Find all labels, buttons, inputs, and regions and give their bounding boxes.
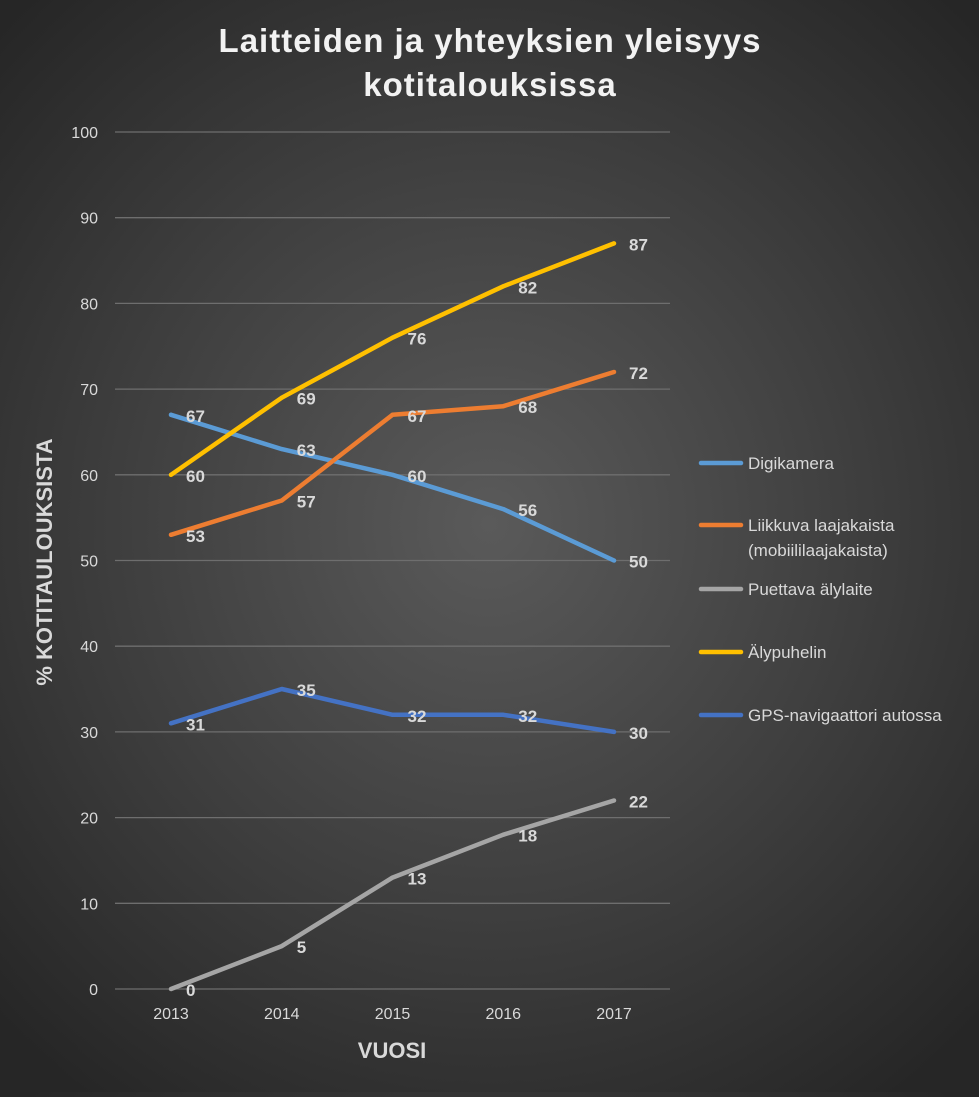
data-point-liikkuva-laajakaista-2016 [501,404,506,409]
legend-label-liikkuva-laajakaista-line-2: (mobiililaajakaista) [748,541,888,560]
data-point-puettava-lylaite-2015 [390,875,395,880]
series-line-puettava-lylaite [168,798,617,992]
y-axis-title: % KOTITAULOUKSISTA [32,438,57,685]
gridlines [115,131,670,990]
data-point-digikamera-2014 [279,447,284,452]
data-point-lypuhelin-2014 [279,395,284,400]
data-label-gps-navigaattori-autossa-2013: 31 [186,715,205,734]
series-line-lypuhelin [168,241,617,478]
data-point-digikamera-2016 [501,507,506,512]
data-label-liikkuva-laajakaista-2015: 67 [408,407,427,426]
chart-title: Laitteiden ja yhteyksien yleisyys kotita… [219,22,762,103]
chart-title-line-1: Laitteiden ja yhteyksien yleisyys [219,22,762,59]
data-label-liikkuva-laajakaista-2017: 72 [629,364,648,383]
data-labels: 67 63 60 56 50 53 57 67 68 72 0 5 13 18 22 60 69 76 82 87 31… [186,235,648,1000]
x-tick-label-2016: 2016 [485,1006,521,1023]
y-axis-ticks: 0 10 20 30 40 50 60 70 80 90 100 [71,125,98,999]
y-tick-label-20: 20 [80,811,98,828]
y-tick-label-60: 60 [80,468,98,485]
data-point-gps-navigaattori-autossa-2017 [612,729,616,734]
data-label-puettava-lylaite-2014: 5 [297,938,306,957]
data-point-gps-navigaattori-autossa-2014 [279,687,284,692]
legend-label-liikkuva-laajakaista: Liikkuva laajakaista [748,516,895,535]
y-tick-label-0: 0 [89,982,98,999]
x-axis-title: VUOSI [358,1038,426,1063]
data-label-gps-navigaattori-autossa-2014: 35 [297,681,316,700]
data-point-gps-navigaattori-autossa-2016 [501,712,506,717]
y-tick-label-30: 30 [80,725,98,742]
data-label-puettava-lylaite-2013: 0 [186,981,195,1000]
series-lines [168,241,617,992]
legend-label-gps-navigaattori-autossa: GPS-navigaattori autossa [748,706,942,725]
data-label-digikamera-2013: 67 [186,407,205,426]
y-tick-label-100: 100 [71,125,98,142]
series-line-digikamera [168,412,617,563]
data-point-liikkuva-laajakaista-2013 [169,532,173,537]
data-point-puettava-lylaite-2014 [279,944,284,949]
y-tick-label-80: 80 [80,296,98,313]
data-label-lypuhelin-2015: 76 [408,330,427,349]
data-point-digikamera-2013 [169,412,173,417]
legend-label-lypuhelin: Älypuhelin [748,643,826,662]
series-line-gps-navigaattori-autossa [168,686,617,735]
data-label-digikamera-2015: 60 [408,467,427,486]
data-label-digikamera-2016: 56 [518,501,537,520]
data-point-puettava-lylaite-2016 [501,832,506,837]
data-point-puettava-lylaite-2013 [169,987,173,991]
data-point-digikamera-2015 [390,472,395,477]
data-label-liikkuva-laajakaista-2014: 57 [297,493,316,512]
legend-label-puettava-lylaite: Puettava älylaite [748,580,873,599]
y-tick-label-10: 10 [80,896,98,913]
data-label-lypuhelin-2013: 60 [186,467,205,486]
data-point-lypuhelin-2017 [612,241,616,246]
data-point-liikkuva-laajakaista-2017 [612,369,616,374]
data-label-puettava-lylaite-2016: 18 [518,827,537,846]
data-label-gps-navigaattori-autossa-2017: 30 [629,724,648,743]
data-label-lypuhelin-2016: 82 [518,278,537,297]
data-label-gps-navigaattori-autossa-2016: 32 [518,707,537,726]
x-tick-label-2014: 2014 [264,1006,300,1023]
data-point-lypuhelin-2015 [390,335,395,340]
y-tick-label-50: 50 [80,554,98,571]
y-tick-label-40: 40 [80,639,98,656]
data-label-puettava-lylaite-2017: 22 [629,792,648,811]
x-axis-ticks: 2013 2014 2015 2016 2017 [153,1006,632,1023]
data-label-liikkuva-laajakaista-2016: 68 [518,398,537,417]
data-label-gps-navigaattori-autossa-2015: 32 [408,707,427,726]
data-point-gps-navigaattori-autossa-2013 [169,721,173,726]
data-label-liikkuva-laajakaista-2013: 53 [186,527,205,546]
data-point-lypuhelin-2013 [169,472,173,477]
data-point-gps-navigaattori-autossa-2015 [390,712,395,717]
x-tick-label-2015: 2015 [375,1006,411,1023]
series-line-liikkuva-laajakaista [168,369,617,538]
x-tick-label-2017: 2017 [596,1006,632,1023]
data-label-digikamera-2017: 50 [629,553,648,572]
legend: Digikamera Liikkuva laajakaista (mobiilila… [698,454,942,725]
data-point-puettava-lylaite-2017 [612,798,616,803]
data-label-lypuhelin-2017: 87 [629,235,648,254]
data-point-liikkuva-laajakaista-2015 [390,412,395,417]
data-point-digikamera-2017 [612,558,616,563]
y-tick-label-90: 90 [80,211,98,228]
legend-label-digikamera: Digikamera [748,454,835,473]
data-label-digikamera-2014: 63 [297,441,316,460]
data-label-lypuhelin-2014: 69 [297,390,316,409]
data-point-lypuhelin-2016 [501,284,506,289]
data-label-puettava-lylaite-2015: 13 [408,870,427,889]
x-tick-label-2013: 2013 [153,1006,189,1023]
chart-title-line-2: kotitalouksissa [363,66,616,103]
data-point-liikkuva-laajakaista-2014 [279,498,284,503]
y-tick-label-70: 70 [80,382,98,399]
